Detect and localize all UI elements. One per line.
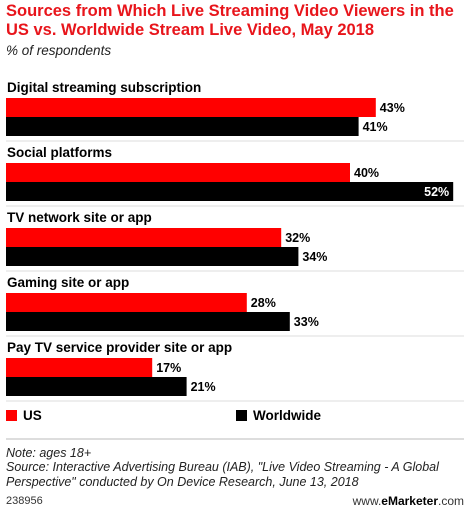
data-label: 41% <box>363 120 388 134</box>
data-label: 17% <box>156 361 181 375</box>
brand-url[interactable]: www.eMarketer.com <box>353 494 464 508</box>
data-label: 21% <box>191 380 216 394</box>
data-label: 32% <box>285 231 310 245</box>
bar-worldwide <box>6 377 187 396</box>
bar-us <box>6 98 376 117</box>
category-label: Gaming site or app <box>7 275 129 290</box>
legend-label-us: US <box>23 408 42 423</box>
bar-us <box>6 293 247 312</box>
legend-label-worldwide: Worldwide <box>253 408 321 423</box>
data-label: 33% <box>294 315 319 329</box>
brand-name: eMarketer <box>381 494 438 508</box>
bar-worldwide <box>6 182 454 201</box>
legend-swatch-worldwide <box>236 410 247 421</box>
bar-worldwide <box>6 312 290 331</box>
data-label: 52% <box>424 185 449 199</box>
bar-chart: Digital streaming subscription 43% 41% Soci… <box>6 80 464 440</box>
footnote-note: Note: ages 18+ <box>6 446 92 460</box>
category-label: Pay TV service provider site or app <box>7 340 232 355</box>
category-label: Social platforms <box>7 145 112 160</box>
bar-worldwide <box>6 117 359 136</box>
bar-us <box>6 163 350 182</box>
chart-subtitle: % of respondents <box>6 43 112 58</box>
data-label: 40% <box>354 166 379 180</box>
chart-id: 238956 <box>6 495 43 507</box>
data-label: 28% <box>251 296 276 310</box>
data-label: 43% <box>380 101 405 115</box>
chart-title: Sources from Which Live Streaming Video … <box>6 2 454 39</box>
brand-prefix: www. <box>352 494 382 508</box>
brand-suffix: .com <box>437 494 464 508</box>
legend-swatch-us <box>6 410 17 421</box>
bar-us <box>6 358 153 377</box>
bar-us <box>6 228 282 247</box>
category-label: Digital streaming subscription <box>7 80 201 95</box>
bar-worldwide <box>6 247 299 266</box>
data-label: 34% <box>302 250 327 264</box>
footnote-source: Source: Interactive Advertising Bureau (… <box>6 460 439 489</box>
category-label: TV network site or app <box>7 210 152 225</box>
